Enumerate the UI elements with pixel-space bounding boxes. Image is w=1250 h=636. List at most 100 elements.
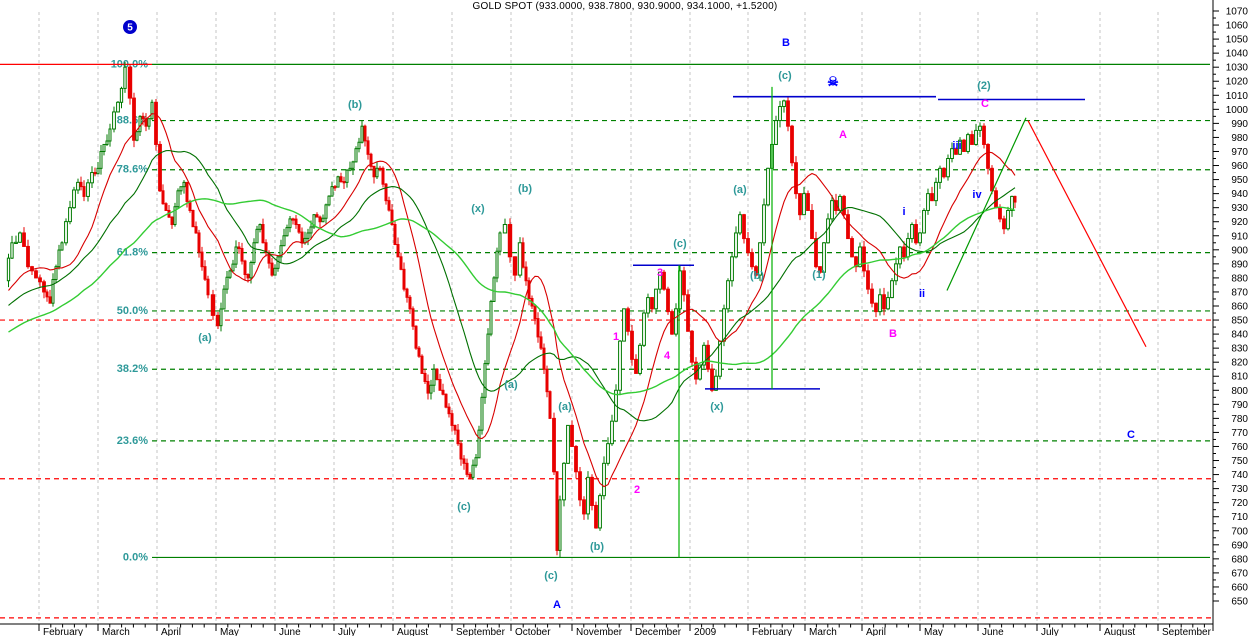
x-tick-label: May [220, 627, 239, 636]
y-tick-label: 860 [1231, 302, 1248, 313]
fib-level-label: 0.0% [123, 551, 148, 563]
wave-5-circle-label: 5 [127, 23, 133, 34]
y-tick-label: 1020 [1226, 77, 1249, 88]
y-tick-label: 760 [1231, 442, 1248, 453]
x-tick-label: November [576, 627, 623, 636]
y-tick-label: 810 [1231, 372, 1248, 383]
wave-label: (a) [504, 379, 518, 391]
x-tick-label: February [43, 627, 83, 636]
y-tick-label: 830 [1231, 344, 1248, 355]
x-tick-label: 2009 [694, 627, 717, 636]
y-tick-label: 740 [1231, 470, 1248, 481]
wave-label: (b) [590, 541, 604, 553]
x-tick-label: July [1041, 627, 1059, 636]
wave-label: B [782, 37, 790, 49]
trend-line [946, 117, 1027, 291]
y-tick-label: 700 [1231, 526, 1248, 537]
wave-label: iii [952, 140, 961, 152]
wave-label: (a) [198, 332, 212, 344]
wave-label: 1 [613, 331, 619, 343]
y-tick-label: 790 [1231, 400, 1248, 411]
y-tick-label: 880 [1231, 273, 1248, 284]
y-tick-label: 940 [1231, 189, 1248, 200]
fib-level-label: 50.0% [117, 305, 148, 317]
y-tick-label: 720 [1231, 498, 1248, 509]
x-tick-label: August [397, 627, 428, 636]
wave-label: (x) [471, 203, 485, 215]
y-tick-label: 920 [1231, 217, 1248, 228]
fib-level-label: 38.2% [117, 363, 148, 375]
y-tick-label: 1040 [1226, 49, 1249, 60]
wave-label: (c) [457, 501, 471, 513]
wave-label: (b) [750, 270, 764, 282]
x-tick-label: September [1162, 627, 1212, 636]
wave-5-circle-marker [123, 20, 137, 34]
y-tick-label: 990 [1231, 119, 1248, 130]
wave-label: (a) [558, 401, 572, 413]
x-tick-label: May [924, 627, 943, 636]
x-tick-label: October [515, 627, 551, 636]
candles-layer [6, 61, 1017, 558]
wave-label: B [889, 328, 897, 340]
y-tick-label: 930 [1231, 203, 1248, 214]
ma-slow-line [8, 198, 1016, 396]
fib-level-label: 23.6% [117, 435, 148, 447]
trend-line [1027, 120, 1147, 348]
chart-title: GOLD SPOT (933.0000, 938.7800, 930.9000,… [472, 1, 778, 12]
x-tick-label: February [752, 627, 792, 636]
y-tick-label: 1060 [1226, 21, 1249, 32]
wave-label: (c) [673, 238, 687, 250]
x-tick-label: December [635, 627, 682, 636]
wave-label: ii [919, 288, 925, 300]
y-tick-label: 750 [1231, 456, 1248, 467]
y-tick-label: 820 [1231, 358, 1248, 369]
wave-label: 2 [634, 484, 640, 496]
wave-label: (b) [518, 183, 532, 195]
wave-label: C [981, 98, 989, 110]
y-tick-label: 900 [1231, 245, 1248, 256]
y-tick-label: 870 [1231, 287, 1248, 298]
y-tick-label: 950 [1231, 175, 1248, 186]
x-tick-label: March [809, 627, 837, 636]
y-tick-label: 840 [1231, 330, 1248, 341]
x-tick-label: April [161, 627, 181, 636]
y-tick-label: 690 [1231, 540, 1248, 551]
wave-label: i [902, 206, 905, 218]
skull-icon: ☠ [827, 74, 839, 89]
y-tick-label: 680 [1231, 554, 1248, 565]
fib-level-label: 61.8% [117, 247, 148, 259]
wave-label: (1) [812, 269, 826, 281]
y-tick-label: 800 [1231, 386, 1248, 397]
y-tick-label: 1050 [1226, 35, 1249, 46]
wave-label: (a) [733, 184, 747, 196]
wave-label: (c) [778, 70, 792, 82]
fib-level-label: 78.6% [117, 164, 148, 176]
x-tick-label: June [982, 627, 1004, 636]
y-tick-label: 1010 [1226, 91, 1249, 102]
x-tick-label: April [866, 627, 886, 636]
wave-label: iv [972, 189, 982, 201]
y-tick-label: 770 [1231, 428, 1248, 439]
wave-label: 3 [657, 267, 663, 279]
y-tick-label: 890 [1231, 259, 1248, 270]
wave-label: (x) [710, 401, 724, 413]
y-tick-label: 1030 [1226, 63, 1249, 74]
wave-label: 4 [664, 350, 671, 362]
wave-label: A [839, 129, 847, 141]
x-tick-label: July [338, 627, 356, 636]
y-tick-label: 710 [1231, 512, 1248, 523]
y-tick-label: 1070 [1226, 7, 1249, 18]
x-tick-label: June [279, 627, 301, 636]
ma-medium-line [8, 149, 1016, 422]
y-tick-label: 910 [1231, 231, 1248, 242]
y-tick-label: 1000 [1226, 105, 1249, 116]
x-tick-label: March [102, 627, 130, 636]
ma-fast-line [8, 113, 1016, 488]
y-tick-label: 850 [1231, 316, 1248, 327]
y-tick-label: 780 [1231, 414, 1248, 425]
y-tick-label: 650 [1231, 597, 1248, 608]
wave-label: (c) [544, 570, 558, 582]
y-tick-label: 660 [1231, 582, 1248, 593]
